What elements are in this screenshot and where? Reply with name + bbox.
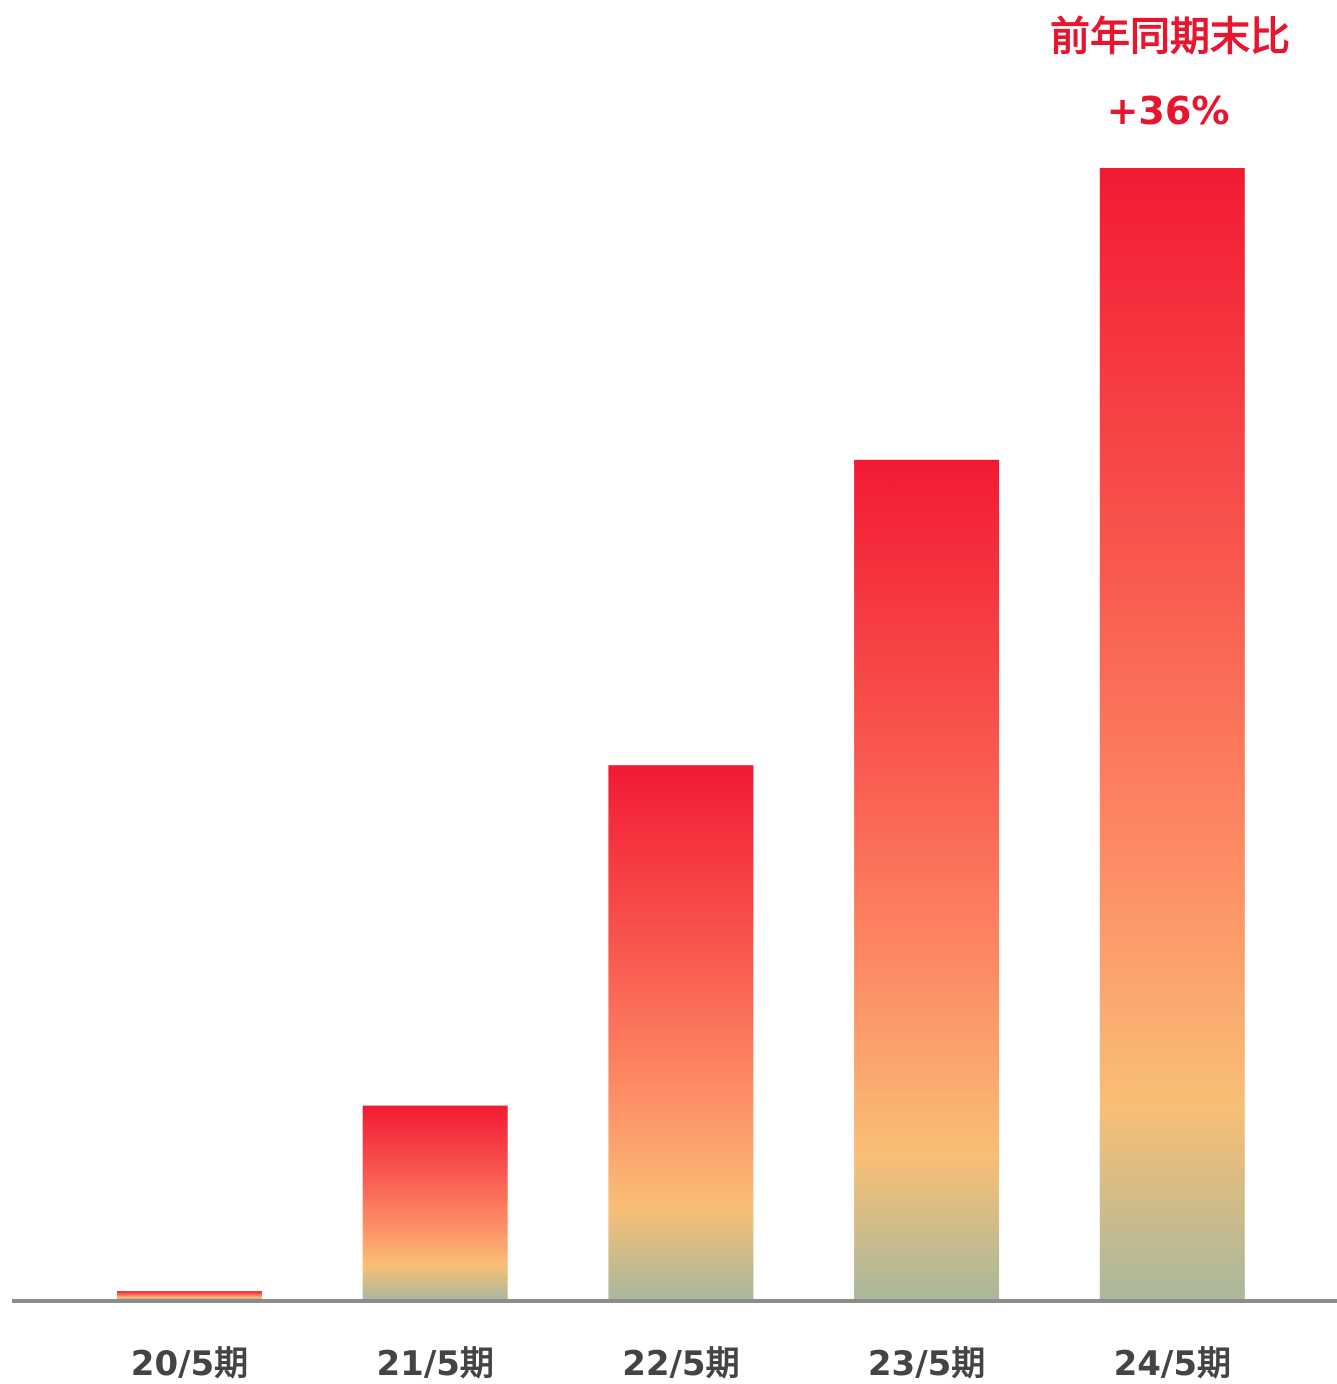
x-tick-labels: 20/5期 21/5期 22/5期 23/5期 24/5期 xyxy=(131,1344,1231,1384)
annotation-line-1: 前年同期末比 xyxy=(1050,14,1290,60)
x-tick-label: 21/5期 xyxy=(377,1344,494,1384)
annotation-line-2: +36% xyxy=(1107,89,1230,133)
bar-24/5期 xyxy=(1099,168,1245,1299)
bar-23/5期 xyxy=(854,459,1000,1299)
bar-21/5期 xyxy=(362,1105,508,1299)
x-tick-label: 24/5期 xyxy=(1114,1344,1231,1384)
x-tick-label: 23/5期 xyxy=(868,1344,985,1384)
x-tick-label: 22/5期 xyxy=(622,1344,739,1384)
bar-22/5期 xyxy=(608,765,754,1299)
bar-20/5期 xyxy=(117,1291,262,1299)
x-tick-label: 20/5期 xyxy=(131,1344,248,1384)
bars-group xyxy=(117,168,1245,1299)
growth-annotation: 前年同期末比 +36% xyxy=(1050,14,1290,133)
